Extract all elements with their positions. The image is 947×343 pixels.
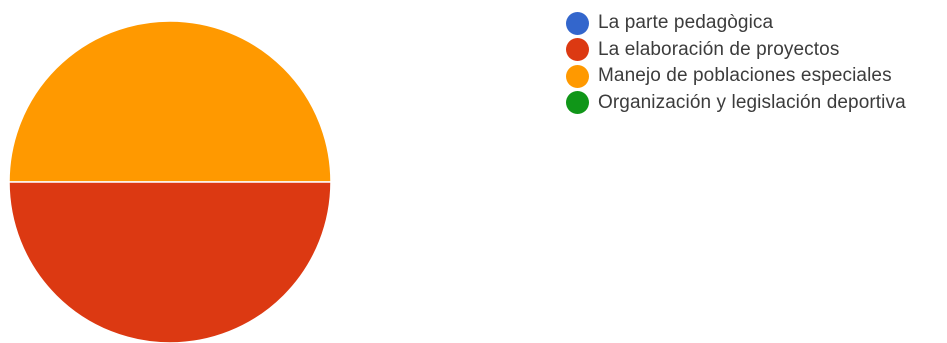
legend-swatch xyxy=(566,91,589,115)
legend-item: La elaboración de proyectos xyxy=(566,37,906,64)
legend-item: La parte pedagògica xyxy=(566,10,906,37)
pie-slice xyxy=(8,20,332,183)
legend-label: Organización y legislación deportiva xyxy=(598,91,906,113)
chart-legend: La parte pedagògica La elaboración de pr… xyxy=(566,10,906,116)
legend-swatch xyxy=(566,38,589,62)
pie-slice xyxy=(8,181,332,343)
legend-swatch xyxy=(566,11,589,35)
legend-label: La parte pedagògica xyxy=(598,12,774,34)
legend-item: Manejo de poblaciones especiales xyxy=(566,63,906,90)
legend-item: Organización y legislación deportiva xyxy=(566,90,906,117)
legend-label: Manejo de poblaciones especiales xyxy=(598,65,892,87)
legend-label: La elaboración de proyectos xyxy=(598,38,840,60)
legend-swatch xyxy=(566,64,589,88)
